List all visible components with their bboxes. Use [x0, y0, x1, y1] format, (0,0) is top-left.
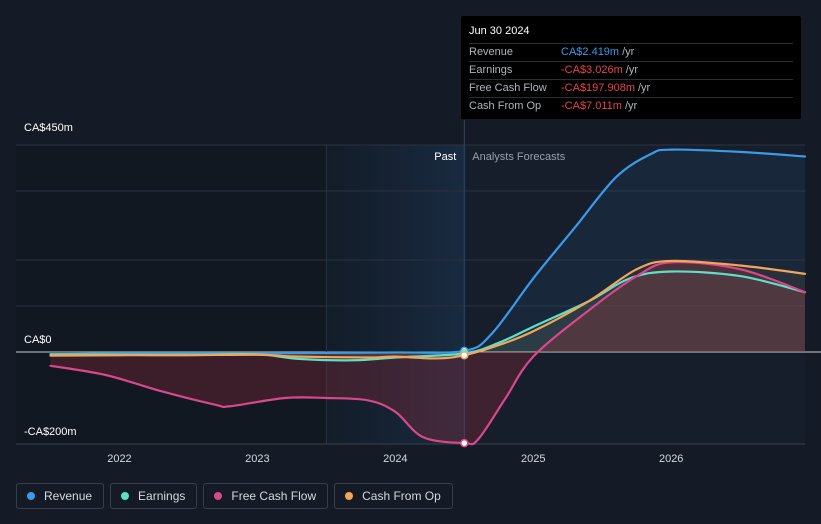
tooltip-value: -CA$197.908m — [561, 82, 635, 94]
legend-item-cash-from-op[interactable]: Cash From Op — [334, 483, 453, 509]
legend-label: Free Cash Flow — [231, 489, 317, 503]
tooltip-row-revenue: Revenue CA$2.419m /yr — [469, 43, 793, 61]
earnings-dot-icon — [121, 492, 130, 500]
tooltip-unit: /yr — [638, 82, 651, 94]
tooltip-value: -CA$3.026m — [561, 64, 623, 76]
legend-label: Revenue — [44, 489, 93, 503]
tooltip-date: Jun 30 2024 — [469, 25, 530, 37]
tooltip-label: Free Cash Flow — [469, 82, 547, 94]
cash-from-op-marker — [460, 350, 469, 360]
tooltip-unit: /yr — [624, 100, 638, 112]
tooltip-row-cash-from-op: Cash From Op -CA$7.011m /yr — [469, 97, 793, 115]
earnings-area — [50, 271, 806, 361]
y-tick-label: -CA$200m — [24, 426, 77, 438]
tooltip-label: Cash From Op — [469, 100, 542, 112]
x-tick-label: 2026 — [659, 453, 683, 465]
cash-from-op-dot-icon — [345, 492, 354, 500]
past-highlight — [326, 145, 465, 444]
tooltip-label: Earnings — [469, 64, 513, 76]
revenue-area — [50, 149, 806, 355]
past-label: Past — [434, 151, 456, 163]
legend-item-earnings[interactable]: Earnings — [110, 483, 198, 509]
legend: Revenue Earnings Free Cash Flow Cash Fro… — [16, 483, 453, 509]
y-tick-label: CA$450m — [24, 122, 73, 134]
tooltip-row-earnings: Earnings -CA$3.026m /yr — [469, 61, 793, 79]
cash-from-op-line — [49, 259, 807, 360]
x-tick-label: 2024 — [383, 453, 407, 465]
legend-item-revenue[interactable]: Revenue — [16, 483, 105, 509]
forecast-label: Analysts Forecasts — [472, 151, 565, 163]
free-cash-flow-dot-icon — [214, 492, 223, 500]
x-tick-label: 2022 — [107, 453, 131, 465]
revenue-line — [49, 148, 807, 356]
y-tick-label: CA$0 — [24, 334, 52, 346]
x-tick-label: 2023 — [245, 453, 269, 465]
x-tick-label: 2025 — [521, 453, 545, 465]
tooltip-label: Revenue — [469, 46, 514, 58]
tooltip: Jun 30 2024 Revenue CA$2.419m /yr Earnin… — [461, 16, 801, 119]
tooltip-unit: /yr — [625, 64, 638, 76]
legend-item-free-cash-flow[interactable]: Free Cash Flow — [203, 483, 329, 509]
tooltip-row-free-cash-flow: Free Cash Flow -CA$197.908m /yr — [469, 79, 793, 97]
legend-label: Earnings — [138, 489, 186, 503]
legend-label: Cash From Op — [362, 489, 441, 503]
tooltip-value: CA$2.419m — [561, 46, 620, 58]
tooltip-unit: /yr — [622, 46, 635, 58]
free-cash-flow-marker — [460, 438, 469, 448]
free-cash-flow-line — [49, 260, 807, 446]
tooltip-value: -CA$7.011m — [561, 100, 622, 112]
revenue-dot-icon — [27, 492, 35, 500]
